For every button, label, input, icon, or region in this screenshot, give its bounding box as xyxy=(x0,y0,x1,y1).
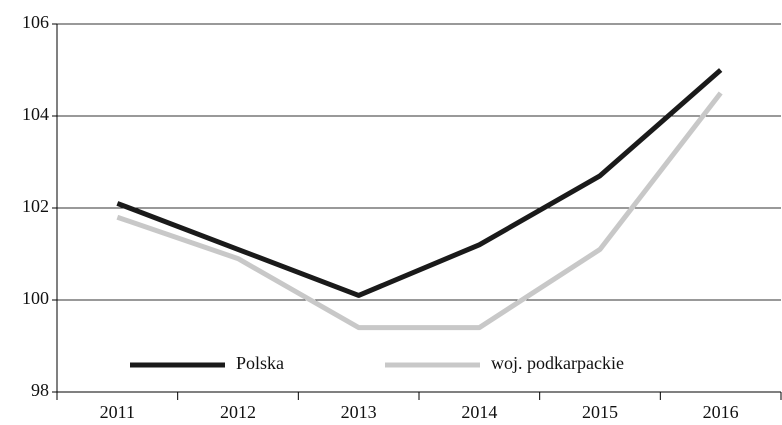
y-tick-label: 100 xyxy=(22,288,49,308)
x-tick-label: 2011 xyxy=(100,402,135,422)
y-tick-label: 102 xyxy=(22,196,49,216)
x-tick-label: 2016 xyxy=(703,402,739,422)
x-tick-label: 2015 xyxy=(582,402,618,422)
y-tick-label: 98 xyxy=(31,380,49,400)
line-series xyxy=(116,68,723,298)
line-series xyxy=(116,91,723,331)
legend-label: Polska xyxy=(236,353,284,373)
x-tick-label: 2014 xyxy=(461,402,497,422)
y-tick-label: 106 xyxy=(22,12,49,32)
x-tick-label: 2013 xyxy=(341,402,377,422)
x-tick-label: 2012 xyxy=(220,402,256,422)
y-tick-label: 104 xyxy=(22,104,49,124)
legend-label: woj. podkarpackie xyxy=(491,353,624,373)
